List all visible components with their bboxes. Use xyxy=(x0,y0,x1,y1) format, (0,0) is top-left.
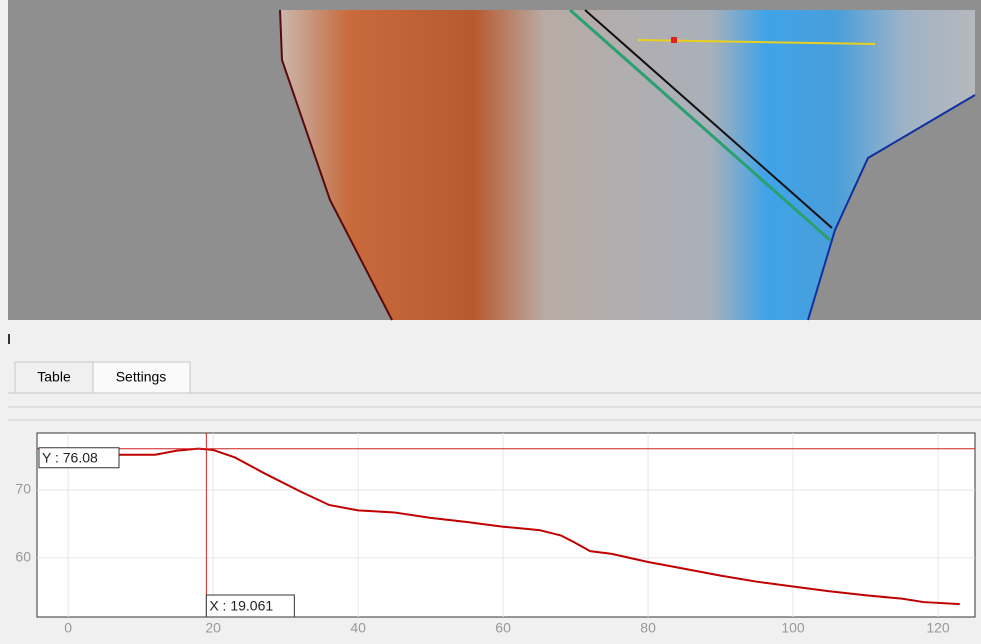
cursor-x-label: X : 19.061 xyxy=(209,598,273,614)
x-tick-label: 120 xyxy=(926,620,950,636)
plot-area xyxy=(37,433,975,617)
x-tick-label: 20 xyxy=(205,620,221,636)
page: Table Settings 0 20 40 60 80 100 120 60 70 Y : 76… xyxy=(0,0,981,639)
y-tick-label: 70 xyxy=(15,481,31,497)
cursor-y-label: Y : 76.08 xyxy=(42,449,98,465)
x-tick-label: 100 xyxy=(781,620,805,636)
y-tick-label: 60 xyxy=(15,549,31,565)
splitter xyxy=(8,334,10,344)
profile-point xyxy=(671,37,677,43)
x-tick-label: 0 xyxy=(64,620,72,636)
map-view[interactable] xyxy=(8,0,981,320)
x-tick-label: 80 xyxy=(640,620,656,636)
tab-bar: Table Settings xyxy=(8,362,981,420)
tab-label[interactable]: Table xyxy=(37,369,71,385)
tab-label[interactable]: Settings xyxy=(116,369,167,385)
x-tick-label: 40 xyxy=(350,620,366,636)
x-tick-label: 60 xyxy=(495,620,511,636)
screen: Table Settings 0 20 40 60 80 100 120 60 70 Y : 76… xyxy=(0,0,981,639)
